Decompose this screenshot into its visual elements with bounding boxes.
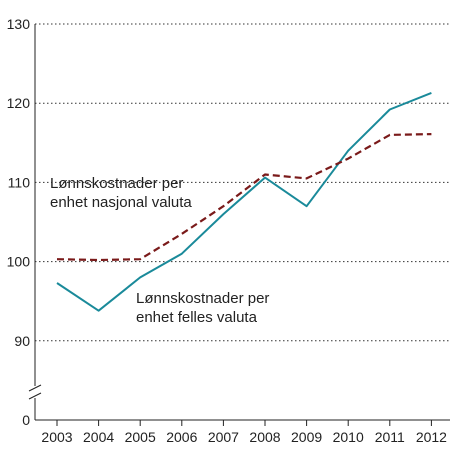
annotation-line: enhet nasjonal valuta [50,194,192,211]
axis-break-mark-top [28,384,42,392]
annotation-line: Lønnskostnader per [136,290,269,307]
y-tick-label: 120 [7,95,31,111]
x-tick-label: 2010 [333,429,364,445]
series-line-nasjonal-valuta [56,133,432,262]
y-tick-label: 110 [8,174,31,190]
y-axis-ticks: 0 90 100 110 120 130 [7,16,31,428]
x-axis-ticks: 2003 2004 2005 2006 2007 2008 2009 2010 2011 2012 [41,420,447,445]
y-tick-label: 0 [22,412,30,428]
y-tick-label: 90 [14,333,30,349]
annotation-line: enhet felles valuta [136,309,258,326]
x-tick-label: 2008 [249,429,280,445]
x-tick-label: 2009 [291,429,322,445]
axis-break-mark-bottom [28,392,42,400]
x-tick-label: 2011 [375,429,405,445]
series-annotations: Lønnskostnader per enhet nasjonal valutaL… [50,175,269,326]
x-tick-label: 2012 [416,429,447,445]
series-annotation-felles-valuta: Lønnskostnader per enhet felles valuta [136,290,269,326]
x-tick-label: 2007 [208,429,239,445]
x-tick-label: 2006 [166,429,197,445]
x-tick-label: 2005 [125,429,156,445]
series-annotation-nasjonal-valuta: Lønnskostnader per enhet nasjonal valuta [50,175,192,211]
y-tick-label: 130 [7,16,31,32]
series-line-felles-valuta [56,91,432,312]
annotation-line: Lønnskostnader per [50,175,183,192]
y-tick-label: 100 [7,254,31,270]
axes [28,24,450,421]
x-tick-label: 2003 [41,429,72,445]
x-tick-label: 2004 [83,429,114,445]
series-lines [56,91,432,312]
gridlines [35,23,450,342]
